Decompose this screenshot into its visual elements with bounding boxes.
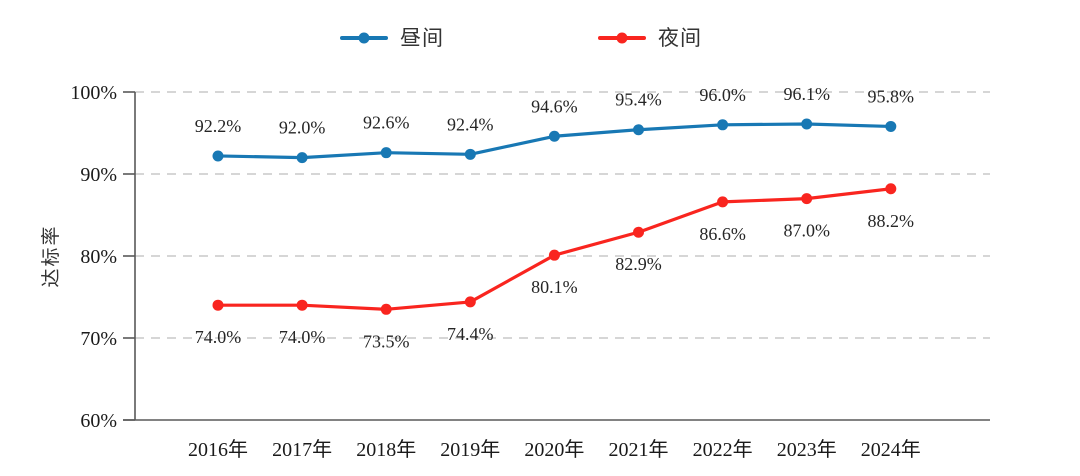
data-point <box>548 249 560 261</box>
x-tick-label: 2017年 <box>272 438 332 461</box>
data-label: 95.8% <box>868 86 915 106</box>
data-label: 92.2% <box>195 116 242 136</box>
legend-dot-icon <box>616 32 628 44</box>
data-point <box>212 150 224 162</box>
data-point <box>801 193 813 205</box>
data-point <box>801 118 813 130</box>
data-label: 74.0% <box>279 327 326 347</box>
x-tick-label: 2022年 <box>693 438 753 461</box>
x-tick-label: 2018年 <box>356 438 416 461</box>
legend-line-marker-icon <box>598 32 646 44</box>
data-point <box>717 119 729 131</box>
legend-label-daytime: 昼间 <box>400 26 444 50</box>
data-label: 86.6% <box>699 224 746 244</box>
y-tick-label: 90% <box>80 164 117 186</box>
legend-dot-icon <box>358 32 370 44</box>
y-tick-label: 100% <box>70 82 117 104</box>
data-point <box>885 183 897 195</box>
data-label: 95.4% <box>615 90 662 110</box>
data-label: 92.4% <box>447 114 494 134</box>
data-label: 96.0% <box>699 85 746 105</box>
x-tick-label: 2024年 <box>861 438 921 461</box>
data-label: 80.1% <box>531 277 578 297</box>
data-point <box>885 120 897 132</box>
x-tick-label: 2016年 <box>188 438 248 461</box>
data-label: 94.6% <box>531 96 578 116</box>
data-label: 82.9% <box>615 254 662 274</box>
data-label: 73.5% <box>363 331 410 351</box>
legend-item-daytime: 昼间 <box>340 27 444 49</box>
data-label: 88.2% <box>868 211 915 231</box>
data-point <box>296 152 308 164</box>
data-point <box>380 303 392 315</box>
legend-line-marker-icon <box>340 32 388 44</box>
data-point <box>296 299 308 311</box>
x-tick-label: 2020年 <box>524 438 584 461</box>
data-point <box>633 124 644 136</box>
data-point <box>380 147 392 159</box>
legend: 昼间 夜间 <box>0 0 1080 60</box>
data-point <box>633 226 644 238</box>
y-tick-label: 70% <box>80 328 117 350</box>
data-label: 87.0% <box>783 221 830 241</box>
data-point <box>464 148 476 160</box>
y-tick-label: 60% <box>80 410 117 432</box>
data-label: 92.0% <box>279 118 326 138</box>
data-label: 96.1% <box>783 84 830 104</box>
data-label: 92.6% <box>363 113 410 133</box>
data-label: 74.4% <box>447 324 494 344</box>
x-tick-label: 2023年 <box>777 438 837 461</box>
data-point <box>548 130 560 142</box>
legend-item-nighttime: 夜间 <box>598 27 702 49</box>
legend-label-nighttime: 夜间 <box>658 26 702 50</box>
data-label: 74.0% <box>195 327 242 347</box>
data-point <box>212 299 224 311</box>
data-point <box>464 296 476 308</box>
x-tick-label: 2021年 <box>609 438 669 461</box>
y-axis-title: 达标率 <box>40 224 62 287</box>
y-tick-label: 80% <box>80 246 117 268</box>
data-point <box>717 196 729 208</box>
x-tick-label: 2019年 <box>440 438 500 461</box>
